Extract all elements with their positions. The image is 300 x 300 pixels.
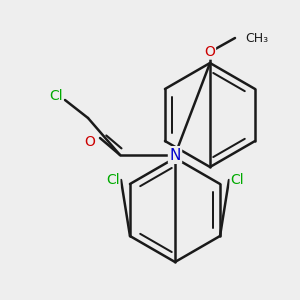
Text: Cl: Cl <box>49 89 63 103</box>
Text: Cl: Cl <box>106 173 120 187</box>
Text: CH₃: CH₃ <box>245 32 268 44</box>
Text: N: N <box>169 148 181 163</box>
Text: O: O <box>85 135 95 149</box>
Text: Cl: Cl <box>230 173 244 187</box>
Text: O: O <box>205 45 215 59</box>
